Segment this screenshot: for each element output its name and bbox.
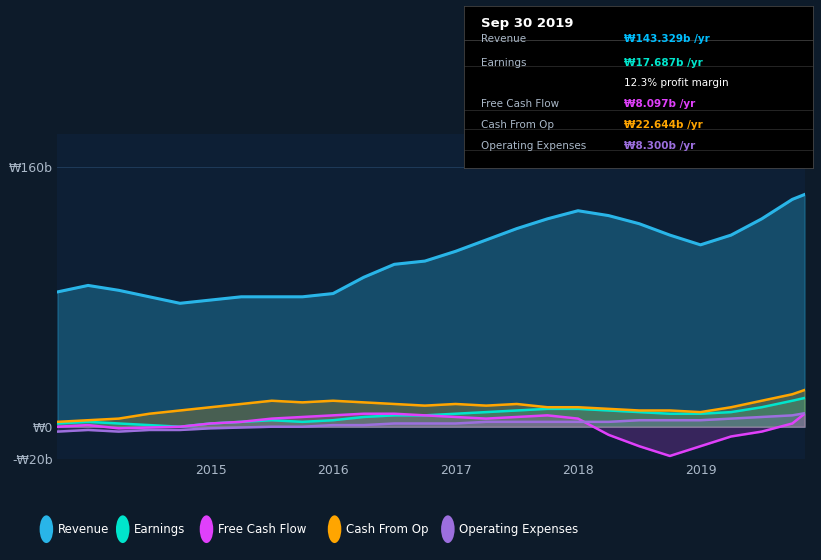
Text: 12.3% profit margin: 12.3% profit margin (624, 78, 729, 87)
Text: Operating Expenses: Operating Expenses (459, 522, 578, 536)
Text: Revenue: Revenue (57, 522, 109, 536)
Text: ₩22.644b /yr: ₩22.644b /yr (624, 120, 703, 130)
Text: Revenue: Revenue (481, 34, 526, 44)
Text: Free Cash Flow: Free Cash Flow (481, 99, 559, 109)
Text: ₩8.300b /yr: ₩8.300b /yr (624, 141, 695, 151)
Ellipse shape (200, 515, 213, 543)
Text: Free Cash Flow: Free Cash Flow (218, 522, 306, 536)
Ellipse shape (116, 515, 130, 543)
Ellipse shape (39, 515, 53, 543)
Ellipse shape (441, 515, 455, 543)
Text: Earnings: Earnings (481, 58, 527, 68)
Text: ₩17.687b /yr: ₩17.687b /yr (624, 58, 703, 68)
Text: ₩8.097b /yr: ₩8.097b /yr (624, 99, 695, 109)
Text: Cash From Op: Cash From Op (481, 120, 554, 130)
Text: Earnings: Earnings (134, 522, 186, 536)
Text: Sep 30 2019: Sep 30 2019 (481, 17, 574, 30)
Ellipse shape (328, 515, 342, 543)
Text: ₩143.329b /yr: ₩143.329b /yr (624, 34, 710, 44)
Text: Cash From Op: Cash From Op (346, 522, 428, 536)
Text: Operating Expenses: Operating Expenses (481, 141, 586, 151)
